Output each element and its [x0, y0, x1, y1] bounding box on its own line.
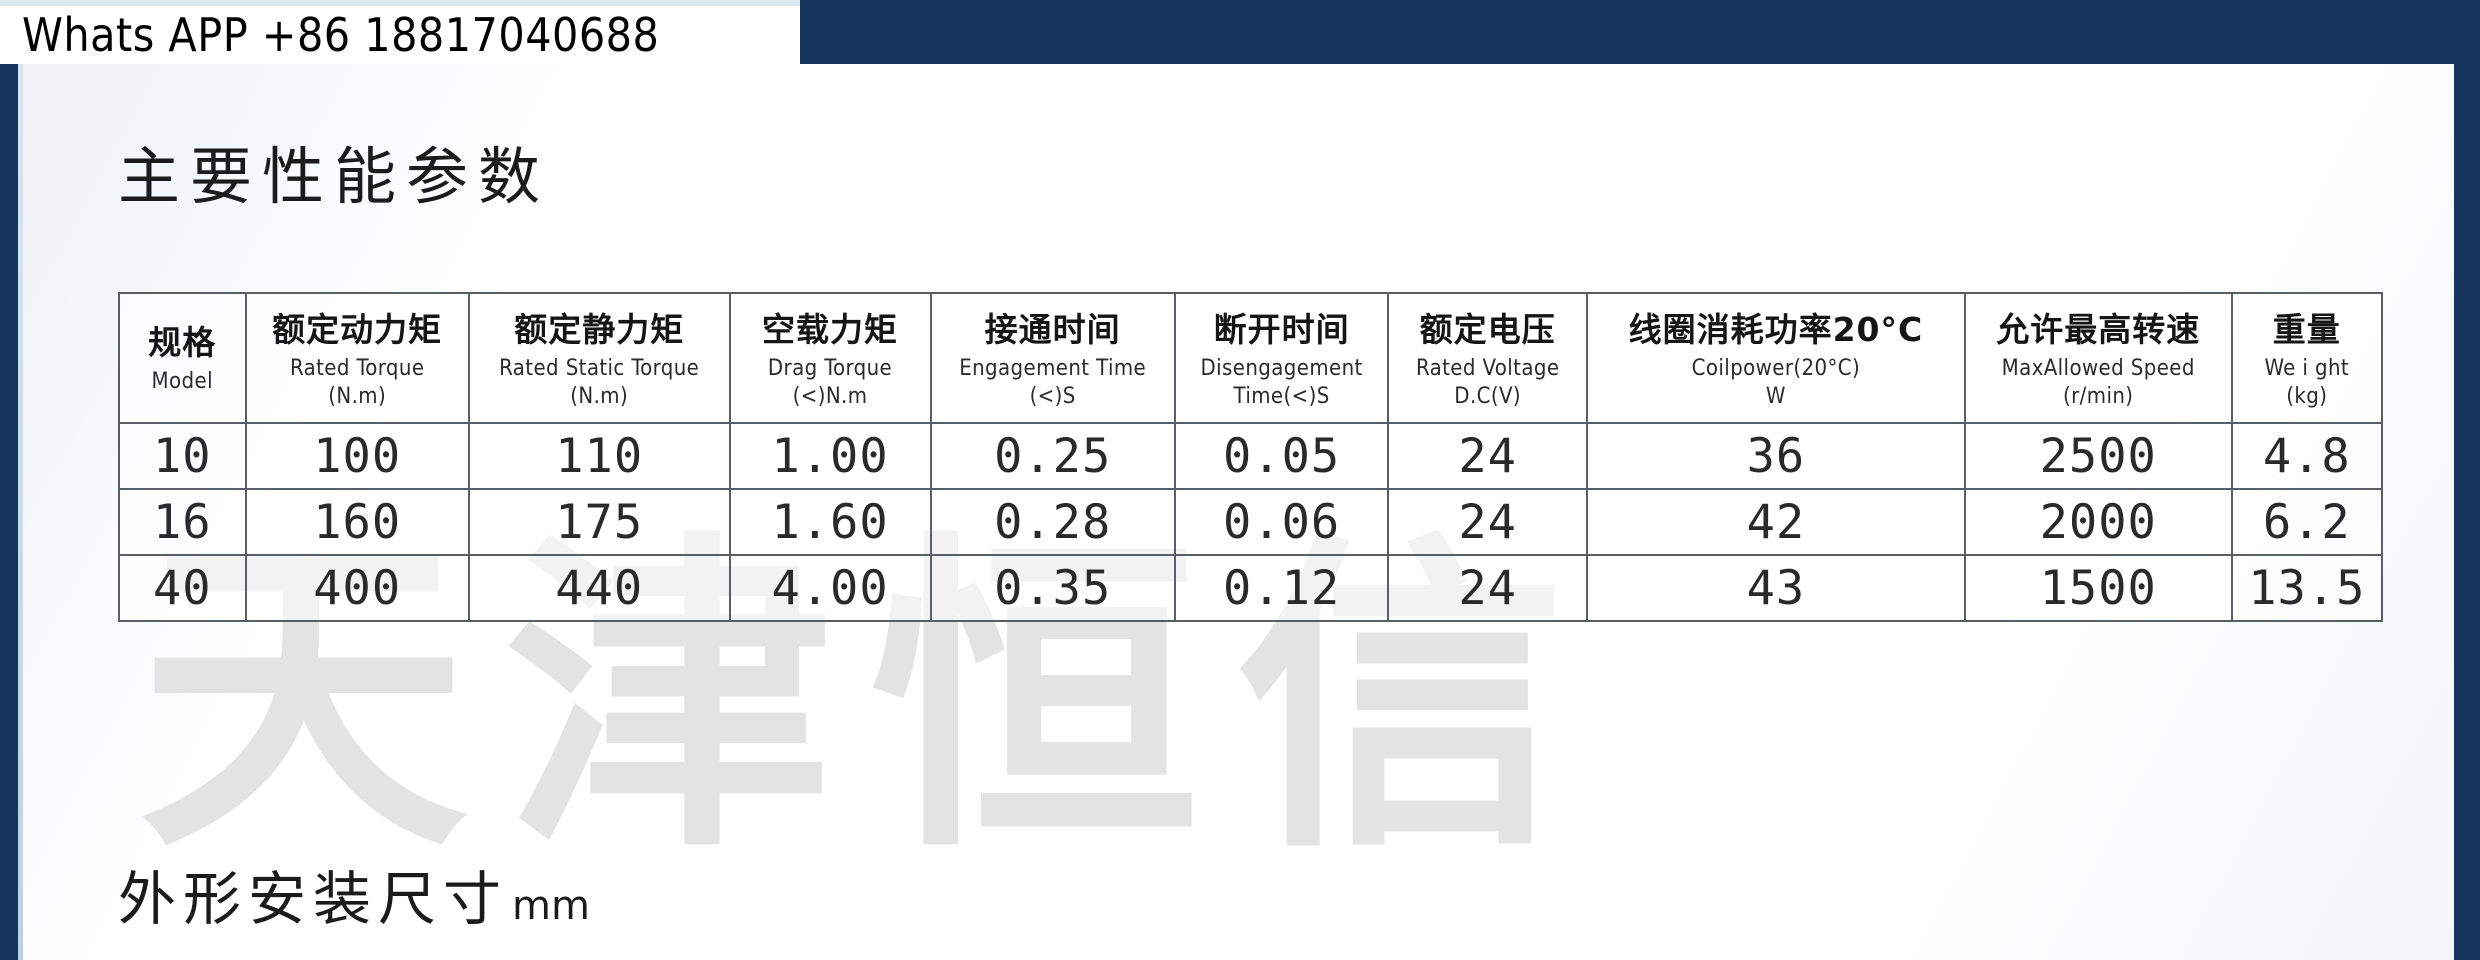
col-header-model: 规格 Model: [118, 292, 247, 424]
cell: 1.00: [728, 422, 932, 490]
cell: 0.05: [1173, 422, 1390, 490]
col-header-cn: 允许最高转速: [1996, 310, 2201, 349]
col-header-unit: W: [1765, 384, 1786, 409]
slide-page: 天津恒信 主要性能参数 规格 Model 额定动力矩: [18, 14, 2454, 960]
cell: 175: [467, 488, 731, 556]
header-row: 规格 Model 额定动力矩 Rated Torque (N.m) 额定静力矩: [118, 292, 2384, 424]
col-header-en: MaxAllowed Speed: [2001, 356, 2195, 381]
table-row: 40 400 440 4.00 0.35 0.12 24 43 1500 13.…: [118, 554, 2384, 622]
section-title-unit: mm: [512, 883, 590, 929]
col-header-en: Rated Torque: [289, 356, 425, 381]
cell: 1500: [1963, 554, 2233, 622]
col-header-cn: 空载力矩: [762, 310, 899, 349]
table-header: 规格 Model 额定动力矩 Rated Torque (N.m) 额定静力矩: [118, 292, 2384, 424]
col-header-disengagement-time: 断开时间 Disengagement Time(<)S: [1173, 292, 1390, 424]
cell: 440: [467, 554, 731, 622]
cell: 4.00: [728, 554, 932, 622]
cell: 160: [244, 488, 470, 556]
col-header-en: Disengagement: [1200, 356, 1363, 381]
cell: 1.60: [728, 488, 932, 556]
col-header-cn: 额定电压: [1419, 310, 1556, 349]
col-header-en: Model: [151, 368, 213, 394]
table-row: 16 160 175 1.60 0.28 0.06 24 42 2000 6.2: [118, 488, 2384, 556]
col-header-en: Rated Voltage: [1415, 356, 1560, 381]
col-header-en: Rated Static Torque: [499, 356, 700, 381]
cell: 400: [244, 554, 470, 622]
col-header-coil-power: 线圈消耗功率20°C Coilpower(20°C) W: [1585, 292, 1966, 424]
col-header-cn: 额定静力矩: [514, 310, 685, 349]
cell: 2500: [1963, 422, 2233, 490]
cell: 0.06: [1173, 488, 1390, 556]
cell: 42: [1585, 488, 1966, 556]
col-header-weight: 重量 We i ght (kg): [2230, 292, 2384, 424]
col-header-cn: 线圈消耗功率20°C: [1628, 310, 1924, 349]
col-header-rated-static-torque: 额定静力矩 Rated Static Torque (N.m): [467, 292, 731, 424]
page-left-rule: [18, 14, 23, 960]
col-header-unit: (r/min): [2063, 384, 2134, 409]
contact-overlay-banner-edge: [0, 0, 800, 6]
cell: 0.28: [929, 488, 1176, 556]
col-header-unit: (N.m): [328, 384, 387, 409]
table-body: 10 100 110 1.00 0.25 0.05 24 36 2500 4.8: [118, 422, 2384, 622]
cell: 0.25: [929, 422, 1176, 490]
cell: 16: [118, 488, 247, 556]
col-header-engagement-time: 接通时间 Engagement Time (<)S: [929, 292, 1176, 424]
col-header-unit: Time(<)S: [1233, 384, 1330, 409]
col-header-en: Engagement Time: [959, 356, 1147, 381]
cell: 4.8: [2230, 422, 2384, 490]
spec-table-container: 规格 Model 额定动力矩 Rated Torque (N.m) 额定静力矩: [118, 292, 2384, 622]
col-header-cn: 重量: [2272, 310, 2341, 349]
section-title-dimensions: 外形安装尺寸 mm: [118, 852, 590, 936]
cell: 0.12: [1173, 554, 1390, 622]
col-header-cn: 断开时间: [1213, 310, 1350, 349]
col-header-en: Drag Torque: [767, 356, 893, 381]
col-header-unit: (<)S: [1029, 384, 1076, 409]
col-header-max-allowed-speed: 允许最高转速 MaxAllowed Speed (r/min): [1963, 292, 2233, 424]
col-header-unit: D.C(V): [1454, 384, 1522, 409]
col-header-en: Coilpower(20°C): [1691, 356, 1861, 381]
cell: 100: [244, 422, 470, 490]
cell: 110: [467, 422, 731, 490]
col-header-unit: (kg): [2286, 384, 2328, 409]
col-header-drag-torque: 空载力矩 Drag Torque (<)N.m: [728, 292, 932, 424]
slide-content: 主要性能参数 规格 Model 额定动力矩 Rated Torqu: [18, 14, 2454, 960]
page-title: 主要性能参数: [118, 140, 551, 213]
cell: 36: [1585, 422, 1966, 490]
table-row: 10 100 110 1.00 0.25 0.05 24 36 2500 4.8: [118, 422, 2384, 490]
cell: 43: [1585, 554, 1966, 622]
col-header-en: We i ght: [2264, 356, 2350, 381]
spec-table: 规格 Model 额定动力矩 Rated Torque (N.m) 额定静力矩: [118, 292, 2384, 622]
col-header-cn: 接通时间: [984, 310, 1121, 349]
cell: 24: [1387, 554, 1588, 622]
col-header-rated-voltage: 额定电压 Rated Voltage D.C(V): [1387, 292, 1588, 424]
col-header-unit: (<)N.m: [792, 384, 868, 409]
cell: 40: [118, 554, 247, 622]
col-header-cn: 规格: [148, 322, 217, 362]
cell: 2000: [1963, 488, 2233, 556]
cell: 10: [118, 422, 247, 490]
col-header-rated-torque: 额定动力矩 Rated Torque (N.m): [244, 292, 470, 424]
cell: 0.35: [929, 554, 1176, 622]
whatsapp-contact-text: Whats APP +86 18817040688: [22, 8, 660, 62]
cell: 13.5: [2230, 554, 2384, 622]
col-header-cn: 额定动力矩: [272, 310, 443, 349]
cell: 24: [1387, 488, 1588, 556]
section-title-cn: 外形安装尺寸: [118, 865, 509, 933]
cell: 24: [1387, 422, 1588, 490]
overlay-navy-strip: [800, 0, 2480, 12]
cell: 6.2: [2230, 488, 2384, 556]
col-header-unit: (N.m): [570, 384, 629, 409]
contact-overlay-banner: [0, 0, 800, 64]
